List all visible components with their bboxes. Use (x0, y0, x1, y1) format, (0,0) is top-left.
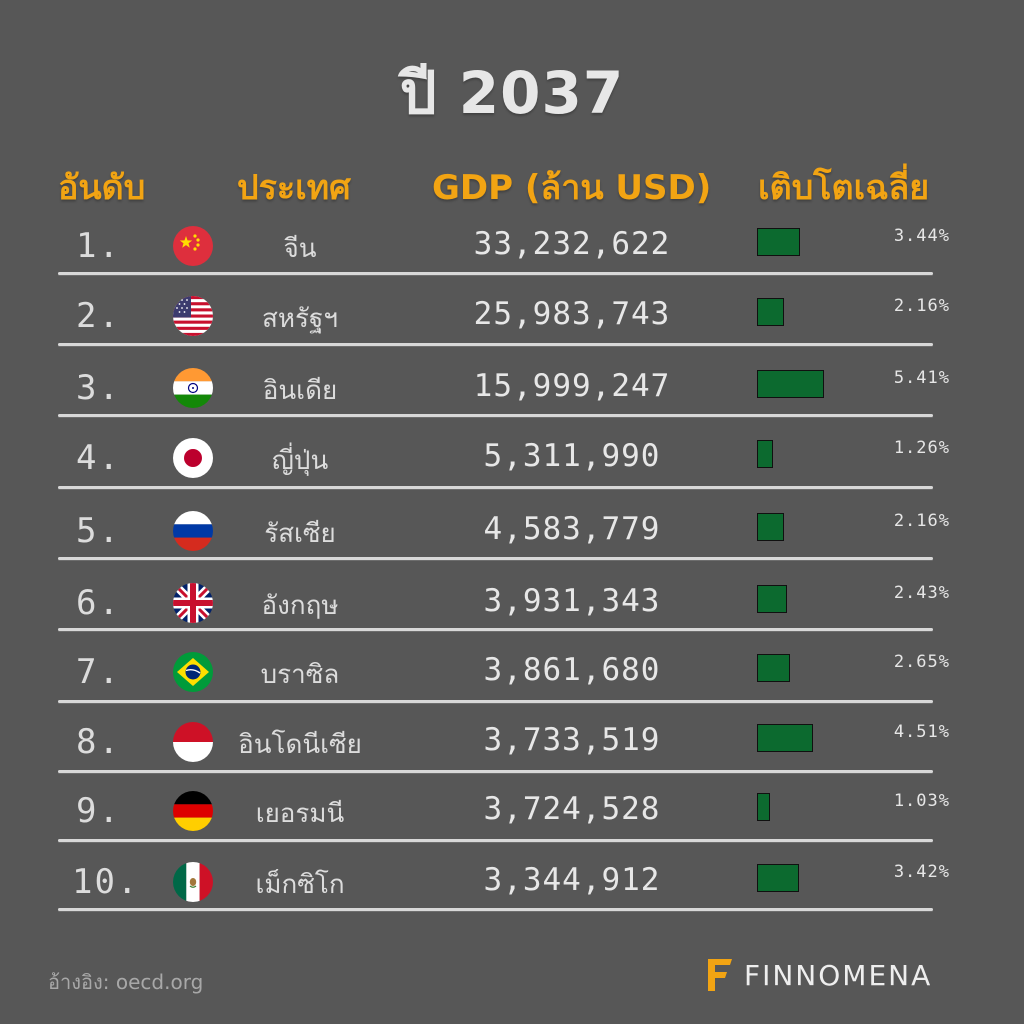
growth-bar (757, 513, 784, 541)
growth-percent: 5.41% (893, 368, 950, 388)
gdp-column-header: GDP (ล้าน USD) (432, 168, 712, 208)
gdp-value: 15,999,247 (473, 368, 671, 404)
indonesia-flag-icon (173, 722, 213, 762)
row-divider (58, 343, 933, 346)
germany-flag-icon (173, 791, 213, 831)
rank-number: 6. (76, 583, 121, 623)
growth-percent: 3.42% (893, 862, 950, 882)
row-divider (58, 700, 933, 703)
growth-percent: 1.03% (893, 791, 950, 811)
growth-percent: 2.16% (893, 296, 950, 316)
growth-bar (757, 654, 790, 682)
growth-percent: 3.44% (893, 226, 950, 246)
rank-number: 8. (76, 722, 121, 762)
growth-bar (757, 724, 813, 752)
rank-number: 2. (76, 296, 121, 336)
growth-percent: 1.26% (893, 438, 950, 458)
growth-bar (757, 585, 787, 613)
row-divider (58, 414, 933, 417)
rank-number: 1. (76, 226, 121, 266)
country-name: รัสเซีย (264, 519, 336, 549)
country-column-header: ประเทศ (237, 168, 351, 208)
table-row: 2. สหรัฐฯ 25,983,743 2.16% (0, 292, 1024, 362)
country-name: อินโดนีเซีย (238, 730, 362, 760)
row-divider (58, 908, 933, 911)
growth-percent: 2.16% (893, 511, 950, 531)
rank-column-header: อันดับ (58, 168, 146, 208)
india-flag-icon (173, 368, 213, 408)
growth-percent: 4.51% (893, 722, 950, 742)
usa-flag-icon (173, 296, 213, 336)
gdp-value: 3,931,343 (483, 583, 661, 619)
gdp-value: 3,733,519 (483, 722, 661, 758)
finnomena-logo-icon (708, 959, 732, 991)
country-name: จีน (283, 234, 317, 264)
brand-logo: FINNOMENA (706, 957, 932, 993)
rank-number: 9. (76, 791, 121, 831)
rank-number: 4. (76, 438, 121, 478)
table-row: 3. อินเดีย 15,999,247 5.41% (0, 364, 1024, 434)
table-row: 5. รัสเซีย 4,583,779 2.16% (0, 507, 1024, 577)
row-divider (58, 839, 933, 842)
table-row: 6. อังกฤษ 3,931,343 2.43% (0, 579, 1024, 649)
page-title: ปี 2037 (399, 59, 625, 127)
table-row: 8. อินโดนีเซีย 3,733,519 4.51% (0, 718, 1024, 788)
growth-column-header: เติบโตเฉลี่ย (758, 168, 930, 208)
row-divider (58, 770, 933, 773)
brazil-flag-icon (173, 652, 213, 692)
growth-percent: 2.43% (893, 583, 950, 603)
rank-number: 7. (76, 652, 121, 692)
growth-percent: 2.65% (893, 652, 950, 672)
row-divider (58, 557, 933, 560)
table-row: 7. บราซิล 3,861,680 2.65% (0, 648, 1024, 718)
growth-bar (757, 793, 770, 821)
china-flag-icon (173, 226, 213, 266)
country-name: อังกฤษ (261, 591, 339, 621)
country-name: บราซิล (260, 660, 340, 690)
row-divider (58, 628, 933, 631)
table-row: 10. เม็กซิโก 3,344,912 3.42% (0, 858, 1024, 928)
growth-bar (757, 370, 824, 398)
russia-flag-icon (173, 511, 213, 551)
growth-bar (757, 298, 784, 326)
reference-source: อ้างอิง: oecd.org (48, 970, 204, 994)
country-name: สหรัฐฯ (262, 304, 338, 334)
brand-name: FINNOMENA (744, 958, 933, 992)
gdp-value: 4,583,779 (483, 511, 661, 547)
rank-number: 10. (72, 862, 140, 902)
gdp-value: 3,861,680 (483, 652, 661, 688)
table-row: 4. ญี่ปุ่น 5,311,990 1.26% (0, 434, 1024, 504)
rank-number: 3. (76, 368, 121, 408)
japan-flag-icon (173, 438, 213, 478)
growth-bar (757, 228, 800, 256)
gdp-value: 5,311,990 (483, 438, 661, 474)
table-row: 1. จีน 33,232,622 3.44% (0, 222, 1024, 292)
row-divider (58, 486, 933, 489)
uk-flag-icon (173, 583, 213, 623)
rank-number: 5. (76, 511, 121, 551)
country-name: อินเดีย (262, 376, 338, 406)
growth-bar (757, 440, 773, 468)
country-name: เยอรมนี (255, 799, 345, 829)
gdp-value: 3,344,912 (483, 862, 661, 898)
gdp-value: 3,724,528 (483, 791, 661, 827)
country-name: ญี่ปุ่น (271, 446, 329, 476)
row-divider (58, 272, 933, 275)
table-row: 9. เยอรมนี 3,724,528 1.03% (0, 787, 1024, 857)
country-name: เม็กซิโก (255, 870, 345, 900)
growth-bar (757, 864, 799, 892)
gdp-value: 25,983,743 (473, 296, 671, 332)
gdp-value: 33,232,622 (473, 226, 671, 262)
mexico-flag-icon (173, 862, 213, 902)
